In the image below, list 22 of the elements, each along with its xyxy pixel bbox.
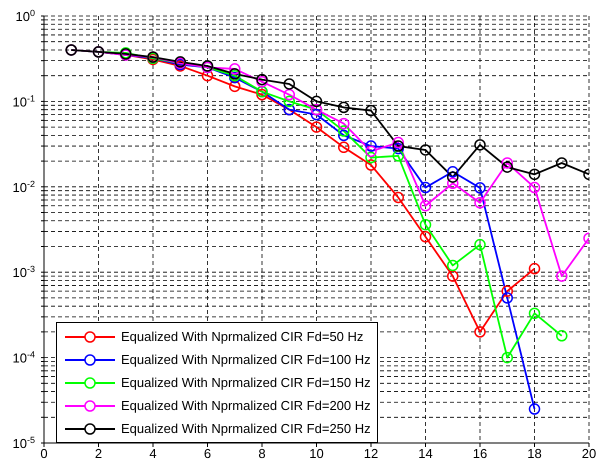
- legend-label: Equalized With Nprmalized CIR Fd=50 Hz: [121, 328, 364, 346]
- x-tick-label: 12: [364, 446, 378, 462]
- x-tick-label: 2: [94, 446, 102, 462]
- legend-label: Equalized With Nprmalized CIR Fd=100 Hz: [121, 351, 371, 369]
- legend-label: Equalized With Nprmalized CIR Fd=250 Hz: [121, 420, 371, 438]
- y-tick-label: 10$^{-2}$: [12, 178, 35, 195]
- x-tick-label: 6: [204, 446, 212, 462]
- y-tick-label: 10$^{-1}$: [12, 93, 35, 110]
- x-tick-label: 0: [40, 446, 48, 462]
- x-tick-label: 8: [258, 446, 266, 462]
- legend-label: Equalized With Nprmalized CIR Fd=200 Hz: [121, 397, 371, 415]
- x-tick-label: 16: [472, 446, 488, 462]
- x-tick-label: 4: [149, 446, 157, 462]
- y-tick-label: 10$^{-4}$: [12, 350, 35, 366]
- y-tick-label: 10$^{-3}$: [12, 264, 35, 280]
- x-tick-label: 10: [309, 446, 324, 462]
- legend-label: Equalized With Nprmalized CIR Fd=150 Hz: [121, 374, 371, 392]
- x-tick-label: 14: [418, 446, 433, 462]
- y-tick-label: 10$^{-5}$: [12, 435, 35, 451]
- x-tick-label: 18: [527, 446, 542, 462]
- y-tick-label: 10$^{0}$: [16, 8, 35, 24]
- x-tick-label: 20: [582, 446, 596, 462]
